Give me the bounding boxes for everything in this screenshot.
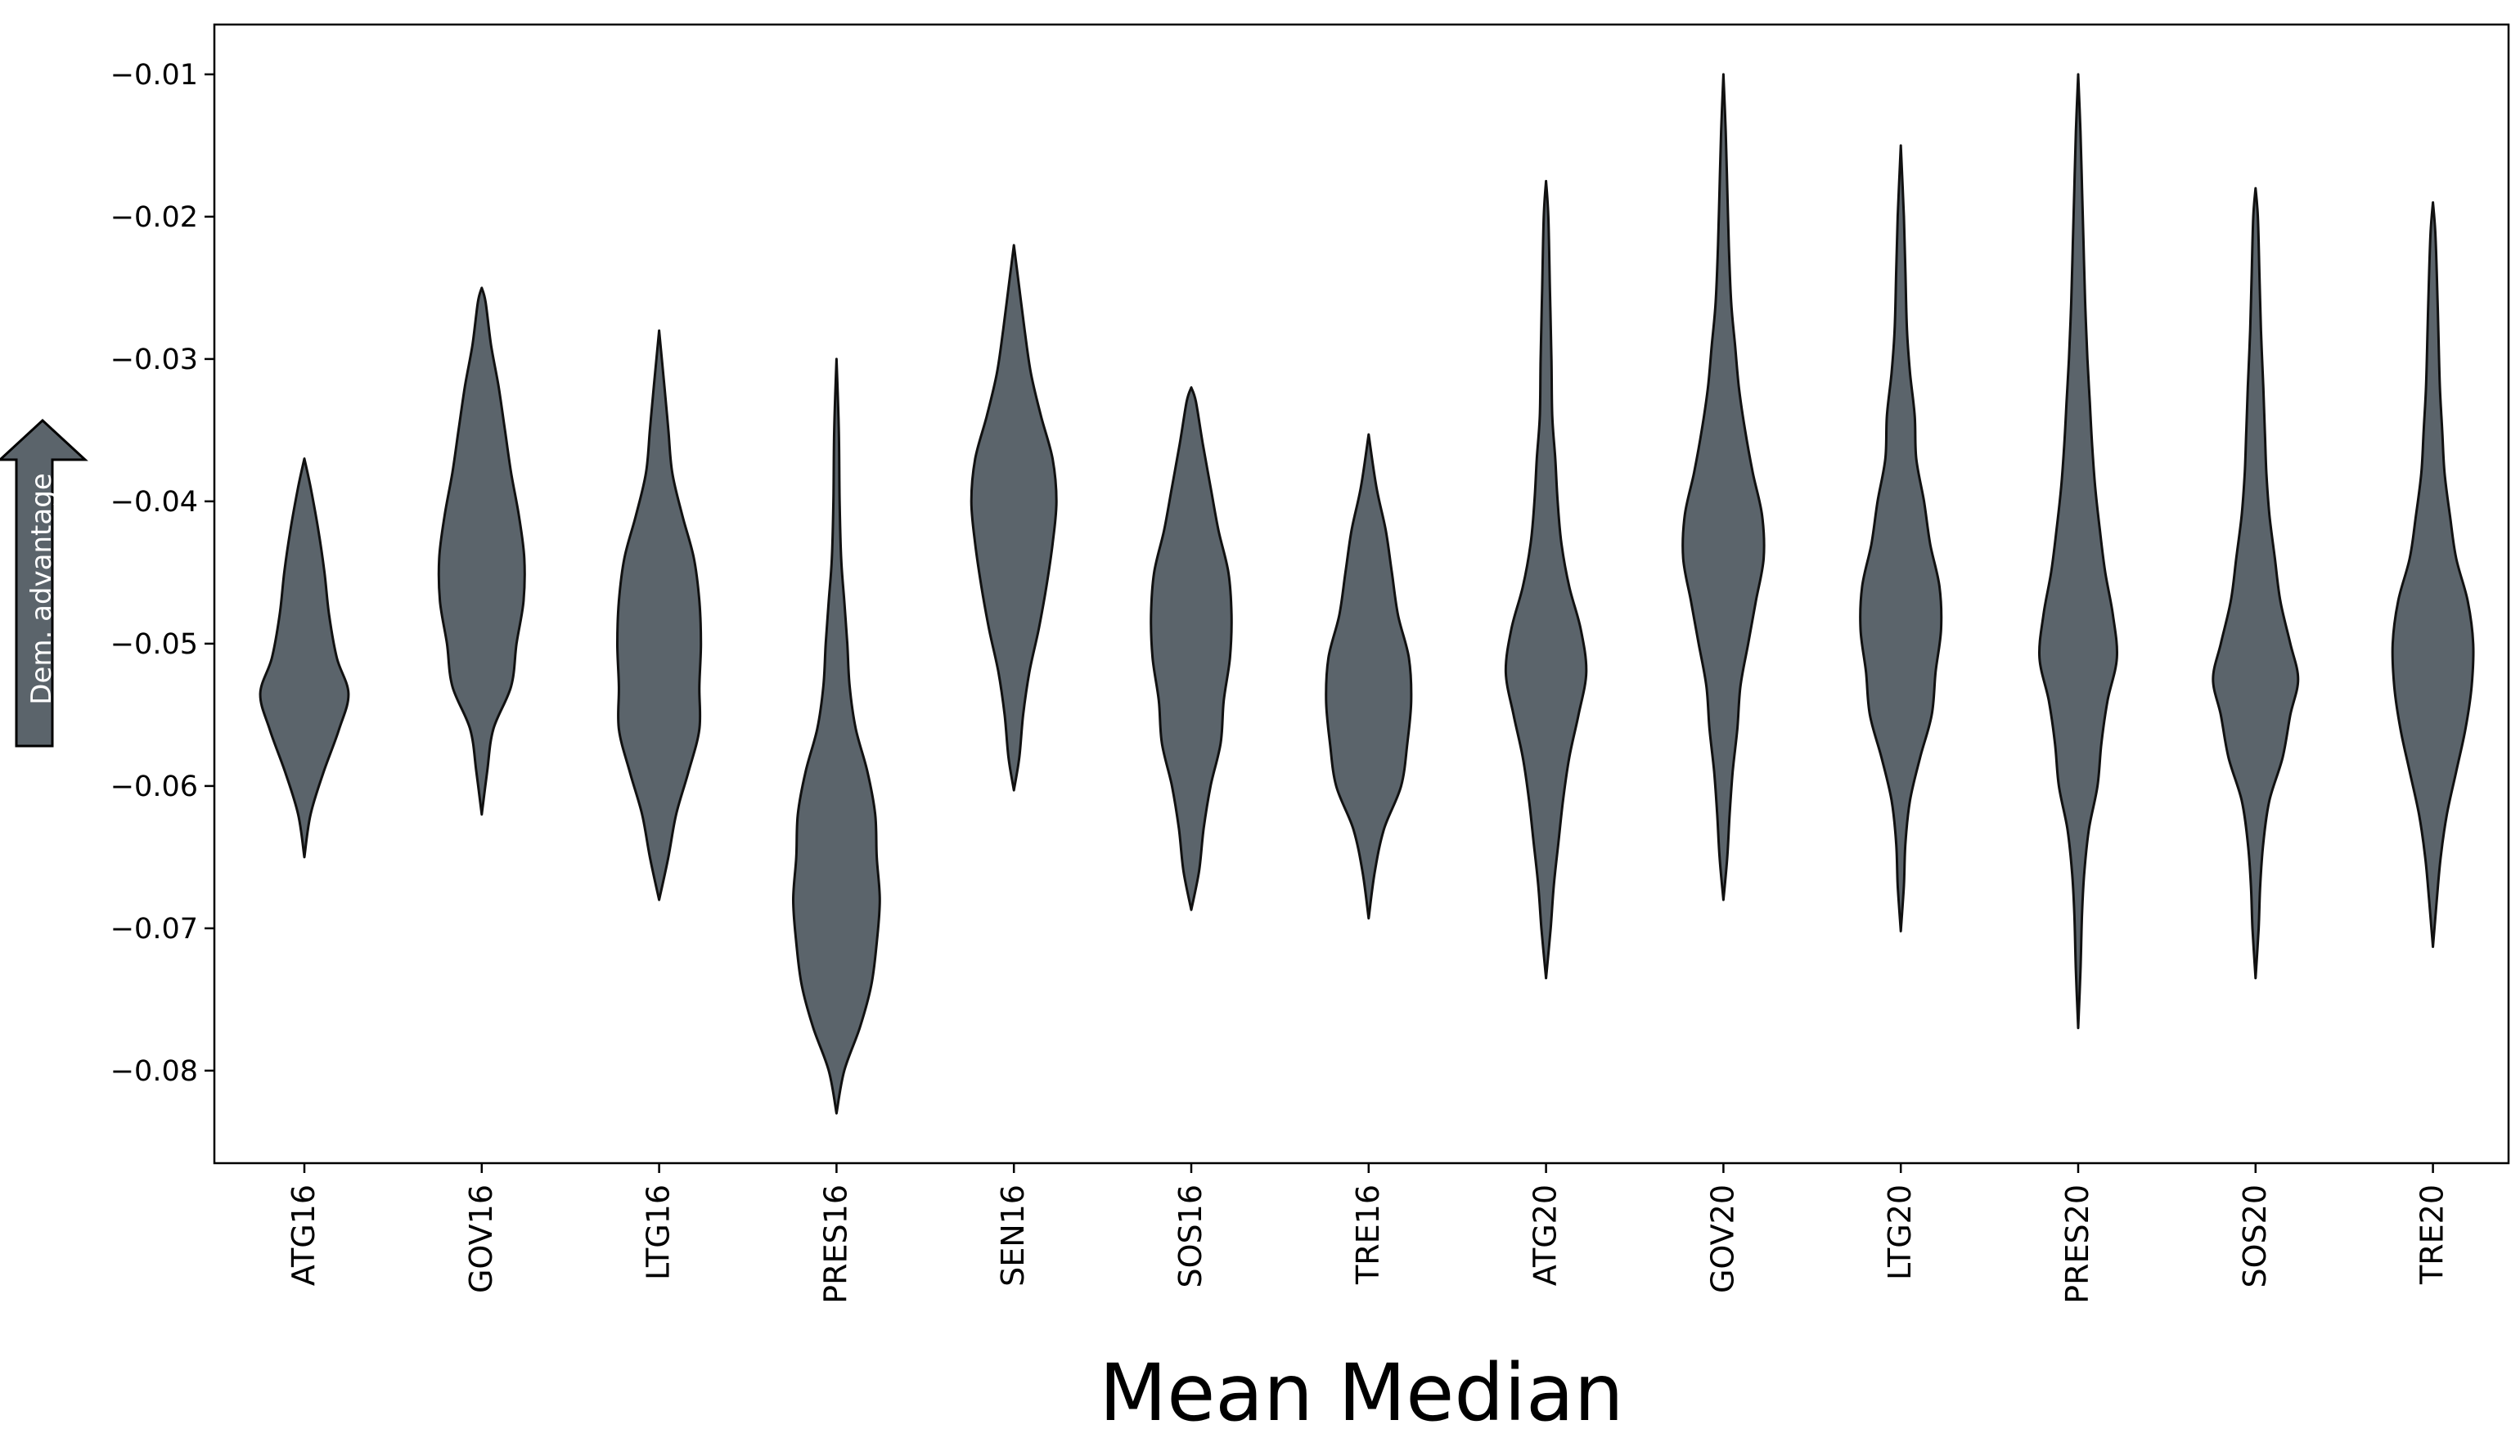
x-tick-label-sos20: SOS20 [2237, 1184, 2273, 1288]
y-tick-label: −0.06 [110, 771, 198, 803]
dem-advantage-label: Dem. advantage [25, 473, 58, 704]
violin-pres16 [792, 357, 881, 1115]
x-tick-label-gov20: GOV20 [1704, 1184, 1740, 1293]
violin-tre20 [2391, 201, 2475, 948]
y-tick-label: −0.02 [110, 201, 198, 234]
x-tick-label-ltg16: LTG16 [641, 1184, 677, 1280]
y-tick-label: −0.04 [110, 486, 198, 519]
violin-sen16 [970, 244, 1058, 792]
y-tick-label: −0.05 [110, 628, 198, 661]
x-tick-label-gov16: GOV16 [463, 1184, 499, 1293]
violin-atg16 [259, 457, 350, 859]
y-tick-label: −0.08 [110, 1055, 198, 1088]
x-tick-label-tre16: TRE16 [1350, 1184, 1386, 1285]
x-tick-label-atg20: ATG20 [1528, 1184, 1564, 1286]
violin-atg20 [1504, 179, 1588, 980]
plot-area-frame [213, 23, 2510, 1165]
violin-ltg20 [1859, 144, 1943, 932]
x-axis-label: Mean Median [1099, 1347, 1623, 1439]
violin-tre16 [1325, 433, 1413, 920]
up-arrow-icon [0, 418, 88, 748]
y-axis: −0.08 −0.07 −0.06 −0.05 −0.04 −0.03 −0.02 −0.01 [110, 59, 214, 1088]
x-axis: ATG16 GOV16 LTG16 PRES16 SEN16 SOS16 TRE16 ATG2… [286, 1163, 2450, 1304]
violin-gov20 [1681, 73, 1766, 901]
x-tick-label-pres20: PRES20 [2059, 1184, 2095, 1304]
x-tick-label-ltg20: LTG20 [1882, 1184, 1918, 1280]
violin-sos20 [2212, 186, 2300, 980]
y-tick-label: −0.07 [110, 913, 198, 946]
x-tick-label-pres16: PRES16 [817, 1184, 853, 1304]
violin-series [259, 73, 2475, 1115]
violin-gov16 [437, 286, 526, 816]
x-tick-label-sos16: SOS16 [1172, 1184, 1208, 1288]
x-tick-label-atg16: ATG16 [286, 1184, 322, 1286]
violin-pres20 [2037, 73, 2119, 1030]
x-tick-label-tre20: TRE20 [2414, 1184, 2450, 1285]
violin-ltg16 [616, 329, 703, 901]
y-tick-label: −0.01 [110, 59, 198, 92]
x-tick-label-sen16: SEN16 [995, 1184, 1031, 1287]
y-tick-label: −0.03 [110, 344, 198, 376]
violin-sos16 [1150, 386, 1233, 911]
dem-advantage-arrow: Dem. advantage [0, 418, 88, 748]
